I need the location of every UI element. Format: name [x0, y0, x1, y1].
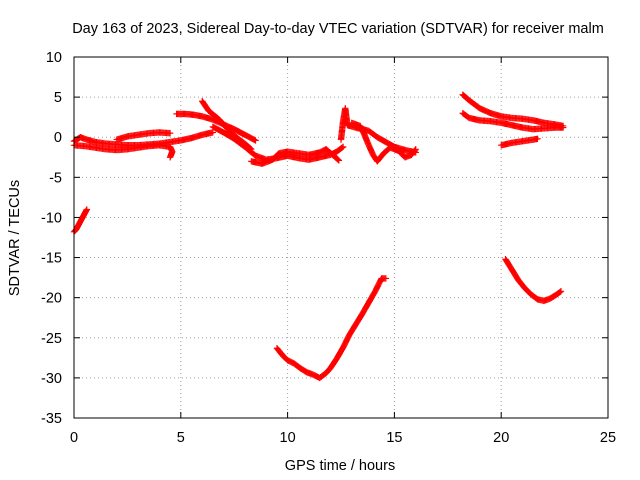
y-tick-label: -35: [41, 411, 62, 427]
x-tick-label: 10: [280, 430, 296, 446]
gridlines: [74, 57, 608, 418]
data-point: [334, 156, 342, 163]
data-point: [335, 157, 343, 164]
plot-frame: [73, 56, 609, 419]
chart-title: Day 163 of 2023, Sidereal Day-to-day VTE…: [72, 21, 604, 37]
x-tick-label: 0: [70, 430, 78, 446]
data-point: [557, 288, 565, 295]
y-tick-label: 10: [46, 50, 62, 66]
data-points: [70, 91, 567, 382]
data-point: [556, 288, 564, 296]
series-track-3: [70, 142, 176, 161]
x-axis-label: GPS time / hours: [285, 458, 395, 474]
data-point: [339, 143, 347, 151]
data-point: [411, 146, 419, 154]
x-tick-label: 15: [386, 430, 402, 446]
y-tick-label: -30: [41, 371, 62, 387]
series-track-7: [209, 123, 347, 163]
data-point: [339, 144, 346, 151]
y-axis-label: SDTVAR / TECUs: [7, 180, 23, 296]
series-track-14: [273, 275, 390, 382]
series-track-12: [459, 109, 567, 133]
data-point: [412, 146, 419, 153]
data-point: [559, 124, 567, 131]
y-tick-label: 5: [54, 90, 62, 106]
data-point: [83, 206, 91, 213]
x-tick-label: 20: [493, 430, 509, 446]
y-tick-label: -10: [41, 210, 62, 226]
series-track-4: [113, 129, 174, 143]
y-tick-label: -20: [41, 291, 62, 307]
y-tick-label: -15: [41, 251, 62, 267]
x-tick-label: 25: [600, 430, 616, 446]
axis-ticks: 0 5 10 15 20 25 -35 -30 -25 -20 -15 -10 -5 0 5 10: [41, 50, 616, 446]
x-tick-label: 5: [177, 430, 185, 446]
series-track-13: [498, 135, 541, 149]
series-track-8: [248, 146, 343, 167]
data-point: [534, 135, 541, 143]
y-tick-label: -5: [49, 170, 62, 186]
series-track-15: [502, 255, 565, 305]
y-tick-label: -25: [41, 331, 62, 347]
data-point: [166, 154, 174, 161]
series-track-11: [459, 91, 567, 130]
data-point: [382, 275, 390, 282]
data-point: [166, 130, 174, 137]
series-track-10: [348, 119, 419, 165]
data-point: [209, 129, 217, 136]
data-point: [252, 137, 259, 144]
y-tick-label: 0: [54, 130, 62, 146]
